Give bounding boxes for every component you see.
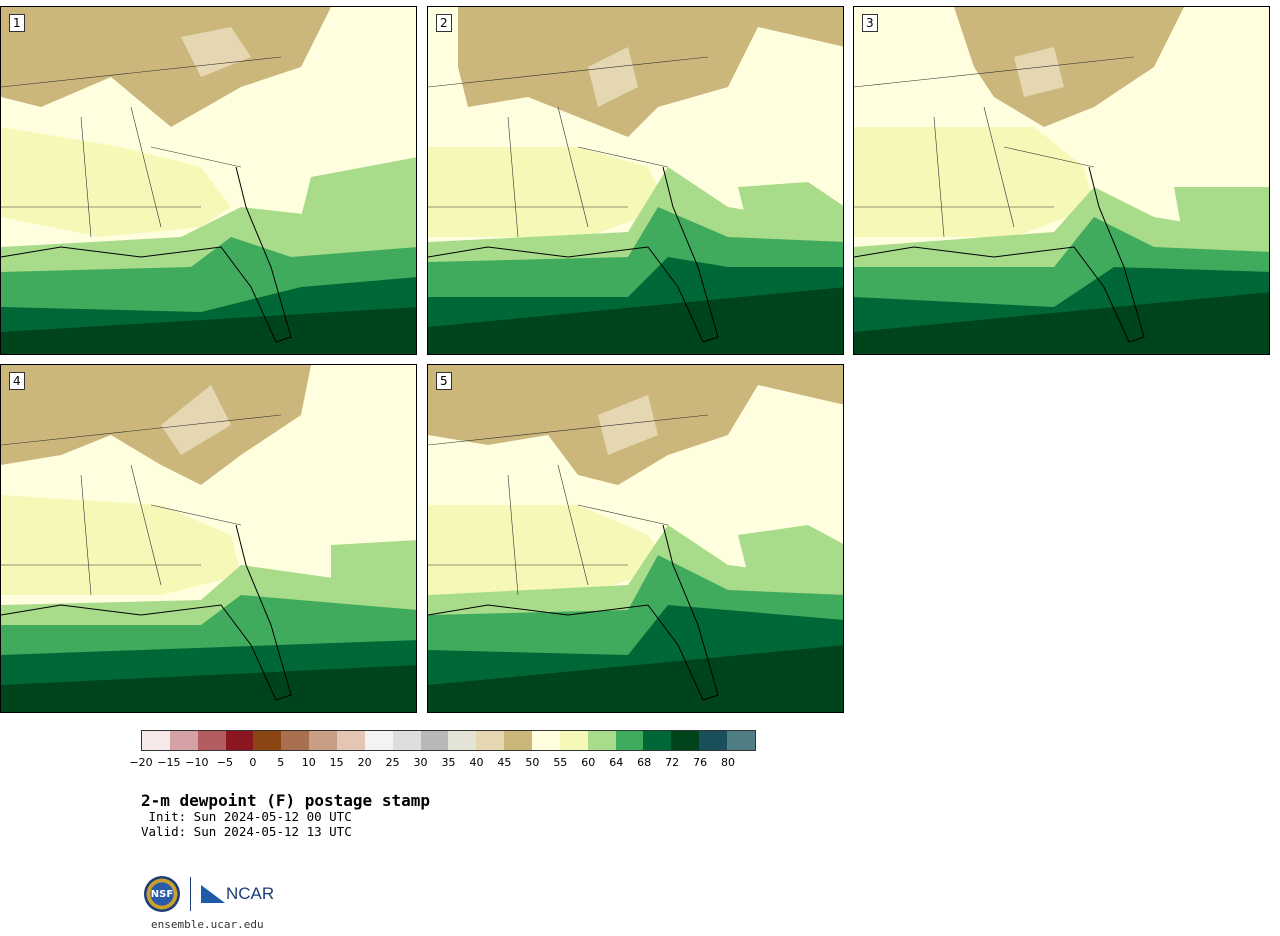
colorbar-swatch [337,731,365,750]
dewpoint-map-1 [1,7,416,354]
colorbar-swatch [615,731,644,750]
colorbar-tick-label: 10 [301,756,316,769]
colorbar-tick-label: 5 [277,756,285,769]
colorbar-swatch [643,731,672,750]
map-panel-1: 1 [0,6,417,355]
ncar-mark-icon [201,885,225,903]
colorbar-tick-label: 60 [581,756,596,769]
nsf-logo-text: NSF [150,888,174,900]
nsf-logo-icon: NSF [144,876,180,912]
colorbar-tick-label: 20 [357,756,372,769]
colorbar-swatch [587,731,616,750]
dewpoint-map-4 [1,365,416,712]
colorbar-tick-label: −5 [216,756,233,769]
colorbar-tick-label: 68 [637,756,652,769]
colorbar-tick-label: 72 [665,756,680,769]
colorbar-swatch [281,731,310,750]
panel-number: 1 [9,14,25,32]
map-panel-2: 2 [427,6,844,355]
colorbar-tick-label: 80 [721,756,736,769]
map-panel-4: 4 [0,364,417,713]
colorbar-swatch [253,731,282,750]
colorbar-swatch [392,731,421,750]
colorbar-tick-label: 40 [469,756,484,769]
site-url: ensemble.ucar.edu [151,918,264,931]
colorbar-tick-label: −15 [157,756,181,769]
colorbar-tick-label: 50 [525,756,540,769]
ncar-logo-text: NCAR [226,884,275,903]
colorbar-swatch [142,731,170,750]
colorbar-swatch [532,731,560,750]
colorbar-swatch [169,731,198,750]
colorbar-tick-label: −20 [129,756,153,769]
colorbar-swatch [197,731,226,750]
colorbar-tick-label: 25 [385,756,400,769]
colorbar-tick-label: 35 [441,756,456,769]
colorbar-swatch [504,731,533,750]
colorbar-swatch [225,731,254,750]
logo-divider [190,877,191,911]
colorbar-swatch [559,731,588,750]
colorbar-tick-label: −10 [185,756,209,769]
init-time: Init: Sun 2024-05-12 00 UTC [141,809,352,824]
colorbar-tick-label: 64 [609,756,624,769]
colorbar-swatch [364,731,393,750]
colorbar-swatch [727,731,755,750]
map-title: 2-m dewpoint (F) postage stamp [141,791,430,810]
dewpoint-map-5 [428,365,843,712]
panel-number: 2 [436,14,452,32]
dewpoint-map-3 [854,7,1269,354]
panel-number: 3 [862,14,878,32]
ncar-logo-icon: NCAR [201,884,274,904]
colorbar-swatch [699,731,728,750]
colorbar-tick-label: 76 [693,756,708,769]
dewpoint-map-2 [428,7,843,354]
map-panel-3: 3 [853,6,1270,355]
colorbar-swatch [476,731,505,750]
logo-bar: NSF NCAR [144,876,274,912]
colorbar-swatch [448,731,477,750]
colorbar-swatch [309,731,338,750]
colorbar-tick-label: 45 [497,756,512,769]
colorbar-tick-label: 0 [249,756,257,769]
colorbar-tick-label: 30 [413,756,428,769]
colorbar-tick-labels: −20 −15 −10 −5 0 5 10 15 20 25 30 35 40 45 50 55 60 64 68 7… [129,756,756,770]
colorbar-swatch [420,731,449,750]
colorbar-tick-label: 55 [553,756,568,769]
map-panel-5: 5 [427,364,844,713]
panel-number: 4 [9,372,25,390]
colorbar-swatch [671,731,700,750]
colorbar-tick-label: 15 [329,756,344,769]
panel-number: 5 [436,372,452,390]
valid-time: Valid: Sun 2024-05-12 13 UTC [141,824,352,839]
colorbar [141,730,756,751]
